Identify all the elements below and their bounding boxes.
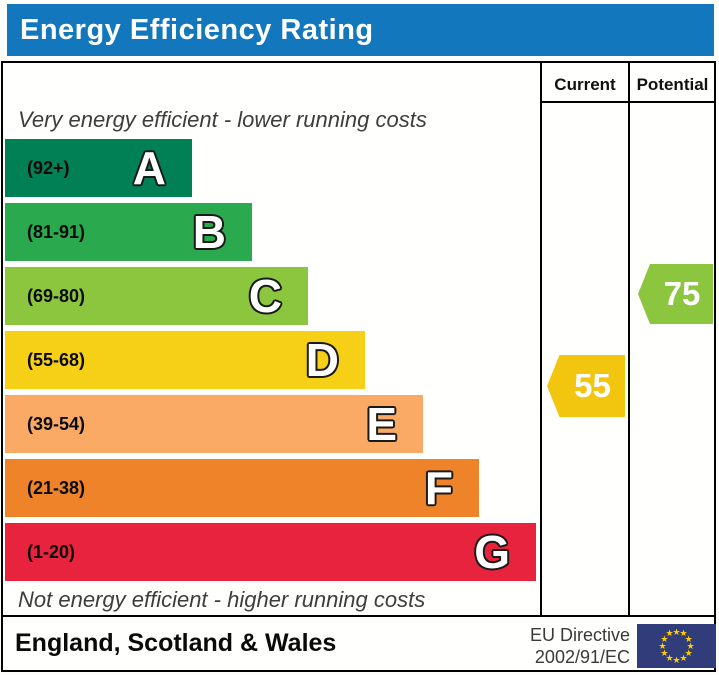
- band-C: (69-80) C: [5, 267, 308, 325]
- band-A-letter: A: [132, 142, 166, 194]
- band-B-letter: B: [192, 206, 226, 258]
- potential-rating-arrow: 75: [638, 264, 713, 324]
- band-G: (1-20) G: [5, 523, 536, 581]
- band-E-letter: E: [366, 398, 397, 450]
- eu-star-icon: ★: [679, 652, 688, 663]
- band-G-range-label: (1-20): [27, 541, 76, 562]
- band-D-letter: D: [305, 334, 339, 386]
- band-D: (55-68) D: [5, 331, 365, 389]
- current-column-divider: [540, 61, 542, 617]
- band-E-range-label: (39-54): [27, 413, 86, 434]
- eu-directive-line2: 2002/91/EC: [534, 647, 630, 667]
- current-column-header: Current: [554, 74, 616, 94]
- eu-star-icon: ★: [672, 626, 681, 637]
- band-A: (92+) A: [5, 139, 192, 197]
- band-A-range-label: (92+): [27, 157, 70, 178]
- footer-separator: [1, 615, 716, 617]
- band-G-letter: G: [474, 526, 510, 578]
- eu-star-icon: ★: [660, 633, 669, 644]
- band-E: (39-54) E: [5, 395, 423, 453]
- band-F-range-label: (21-38): [27, 477, 86, 498]
- eu-directive-label: EU Directive 2002/91/EC: [530, 624, 630, 668]
- eu-star-icon: ★: [679, 628, 688, 639]
- band-F-letter: F: [424, 462, 453, 514]
- page-title: Energy Efficiency Rating: [20, 13, 374, 46]
- band-B: (81-91) B: [5, 203, 252, 261]
- band-F: (21-38) F: [5, 459, 479, 517]
- column-header-separator: [540, 101, 716, 103]
- current-rating-value: 55: [574, 367, 611, 404]
- caption-not-efficient: Not energy efficient - higher running co…: [18, 587, 426, 612]
- eu-star-icon: ★: [660, 647, 669, 658]
- potential-column-divider: [628, 61, 630, 617]
- eu-star-icon: ★: [665, 628, 674, 639]
- band-B-range-label: (81-91): [27, 221, 86, 242]
- eu-flag-icon: ★ ★ ★ ★ ★ ★ ★ ★ ★ ★ ★ ★: [637, 624, 716, 668]
- eu-star-icon: ★: [684, 647, 693, 658]
- band-C-range-label: (69-80): [27, 285, 86, 306]
- band-C-letter: C: [248, 270, 282, 322]
- current-rating-arrow: 55: [547, 355, 625, 417]
- eu-directive-line1: EU Directive: [529, 625, 630, 645]
- eu-star-icon: ★: [658, 640, 667, 651]
- potential-column-header: Potential: [636, 74, 709, 94]
- eu-star-icon: ★: [686, 640, 695, 651]
- potential-rating-value: 75: [663, 275, 701, 312]
- caption-very-efficient: Very energy efficient - lower running co…: [18, 107, 427, 132]
- region-label: England, Scotland & Wales: [15, 629, 337, 657]
- band-D-range-label: (55-68): [27, 349, 86, 370]
- title-bar: Energy Efficiency Rating: [7, 4, 714, 56]
- eu-star-icon: ★: [684, 633, 693, 644]
- eu-star-icon: ★: [665, 652, 674, 663]
- eu-star-icon: ★: [672, 654, 681, 665]
